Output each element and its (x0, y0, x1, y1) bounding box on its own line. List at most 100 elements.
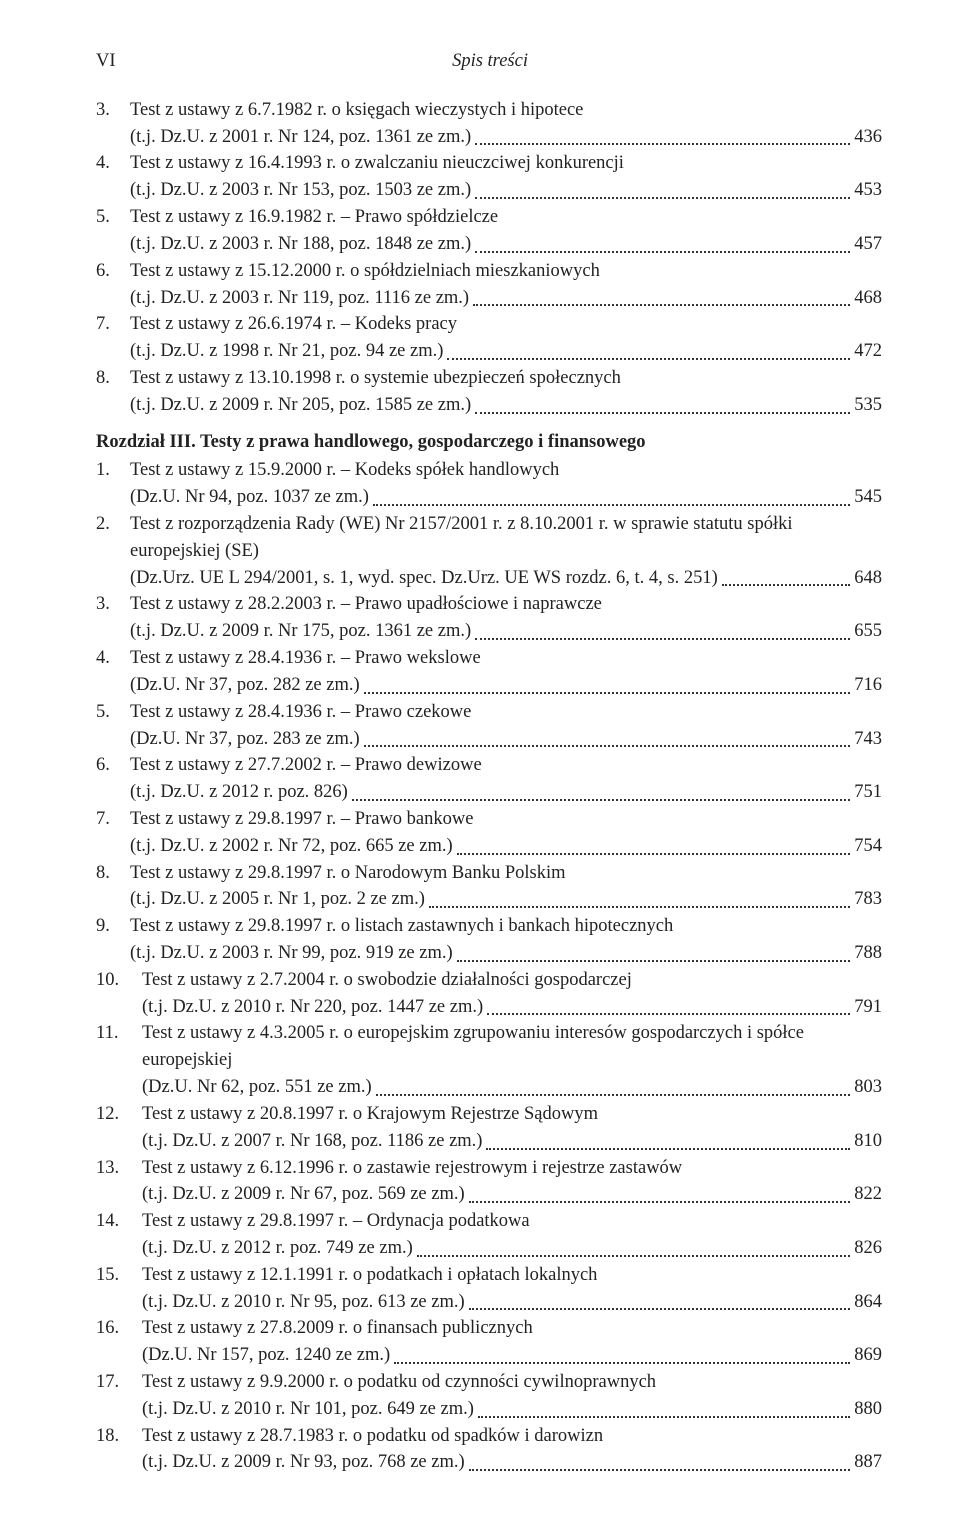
leader-dots (457, 836, 851, 855)
entry-page: 648 (854, 565, 882, 592)
entry-page: 887 (854, 1449, 882, 1476)
toc-entry-continuation: (t.j. Dz.U. z 2003 r. Nr 99, poz. 919 ze… (96, 940, 882, 967)
entry-title: Test z ustawy z 29.8.1997 r. – Ordynacja… (142, 1208, 530, 1235)
toc-entry: 5.Test z ustawy z 28.4.1936 r. – Prawo c… (96, 699, 882, 726)
toc-entry: 13.Test z ustawy z 6.12.1996 r. o zastaw… (96, 1155, 882, 1182)
toc-entry: 6.Test z ustawy z 27.7.2002 r. – Prawo d… (96, 752, 882, 779)
toc-entry-continuation: (t.j. Dz.U. z 2009 r. Nr 67, poz. 569 ze… (96, 1181, 882, 1208)
entry-citation: (t.j. Dz.U. z 2001 r. Nr 124, poz. 1361 … (130, 124, 471, 151)
toc-entry: 12.Test z ustawy z 20.8.1997 r. o Krajow… (96, 1101, 882, 1128)
leader-dots (417, 1238, 851, 1257)
leader-dots (376, 1077, 851, 1096)
entry-page: 545 (854, 484, 882, 511)
entry-title: Test z ustawy z 28.2.2003 r. – Prawo upa… (130, 591, 602, 618)
entry-title: Test z ustawy z 28.7.1983 r. o podatku o… (142, 1423, 603, 1450)
entry-page: 822 (854, 1181, 882, 1208)
leader-dots (475, 395, 850, 414)
entry-citation: (t.j. Dz.U. z 2009 r. Nr 205, poz. 1585 … (130, 392, 471, 419)
toc-entry-continuation: (Dz.U. Nr 37, poz. 282 ze zm.)716 (96, 672, 882, 699)
leader-dots (722, 568, 850, 587)
entry-number: 4. (96, 150, 130, 177)
toc-entry: 2.Test z rozporządzenia Rady (WE) Nr 215… (96, 511, 882, 538)
leader-dots (457, 943, 851, 962)
entry-number: 15. (96, 1262, 142, 1289)
entry-page: 453 (854, 177, 882, 204)
entry-title: Test z ustawy z 26.6.1974 r. – Kodeks pr… (130, 311, 457, 338)
entry-citation: (Dz.U. Nr 157, poz. 1240 ze zm.) (142, 1342, 390, 1369)
toc-entry: 3.Test z ustawy z 6.7.1982 r. o księgach… (96, 97, 882, 124)
entry-title: Test z ustawy z 6.12.1996 r. o zastawie … (142, 1155, 682, 1182)
entry-citation: (t.j. Dz.U. z 2009 r. Nr 175, poz. 1361 … (130, 618, 471, 645)
leader-dots (473, 288, 850, 307)
toc-entry-continuation: (t.j. Dz.U. z 2003 r. Nr 153, poz. 1503 … (96, 177, 882, 204)
entry-page: 468 (854, 285, 882, 312)
leader-dots (478, 1399, 850, 1418)
leader-dots (486, 1131, 850, 1150)
entry-citation: (t.j. Dz.U. z 2003 r. Nr 119, poz. 1116 … (130, 285, 469, 312)
toc-entry: 18.Test z ustawy z 28.7.1983 r. o podatk… (96, 1423, 882, 1450)
toc-entry-continuation: (t.j. Dz.U. z 2009 r. Nr 93, poz. 768 ze… (96, 1449, 882, 1476)
entry-page: 457 (854, 231, 882, 258)
toc-entry-continuation: (t.j. Dz.U. z 2010 r. Nr 101, poz. 649 z… (96, 1396, 882, 1423)
entry-number: 16. (96, 1315, 142, 1342)
leader-dots (364, 729, 851, 748)
entry-citation: (Dz.U. Nr 94, poz. 1037 ze zm.) (130, 484, 369, 511)
entry-number: 4. (96, 645, 130, 672)
toc-entry-continuation: (t.j. Dz.U. z 2003 r. Nr 119, poz. 1116 … (96, 285, 882, 312)
entry-citation: (t.j. Dz.U. z 2003 r. Nr 153, poz. 1503 … (130, 177, 471, 204)
entry-citation: (Dz.U. Nr 37, poz. 282 ze zm.) (130, 672, 360, 699)
page-header: VI Spis treści VI (96, 48, 882, 75)
leader-dots (429, 890, 850, 909)
entry-title: Test z ustawy z 15.12.2000 r. o spółdzie… (130, 258, 600, 285)
entry-page: 472 (854, 338, 882, 365)
entry-title: Test z rozporządzenia Rady (WE) Nr 2157/… (130, 511, 793, 538)
entry-number: 12. (96, 1101, 142, 1128)
entry-title: Test z ustawy z 16.4.1993 r. o zwalczani… (130, 150, 624, 177)
entry-page: 743 (854, 726, 882, 753)
entry-number: 5. (96, 699, 130, 726)
entry-title: Test z ustawy z 29.8.1997 r. – Prawo ban… (130, 806, 473, 833)
leader-dots (469, 1184, 851, 1203)
entry-title: Test z ustawy z 6.7.1982 r. o księgach w… (130, 97, 583, 124)
entry-number: 13. (96, 1155, 142, 1182)
entry-title: Test z ustawy z 29.8.1997 r. o Narodowym… (130, 860, 565, 887)
leader-dots (469, 1453, 851, 1472)
entry-citation: (Dz.U. Nr 37, poz. 283 ze zm.) (130, 726, 360, 753)
entry-citation: (Dz.U. Nr 62, poz. 551 ze zm.) (142, 1074, 372, 1101)
entry-title: Test z ustawy z 13.10.1998 r. o systemie… (130, 365, 621, 392)
entry-title: Test z ustawy z 2.7.2004 r. o swobodzie … (142, 967, 632, 994)
toc-entry: 8.Test z ustawy z 13.10.1998 r. o system… (96, 365, 882, 392)
entry-citation: (t.j. Dz.U. z 2007 r. Nr 168, poz. 1186 … (142, 1128, 482, 1155)
entry-citation: europejskiej (SE) (130, 538, 259, 565)
toc-entry-continuation: (t.j. Dz.U. z 2003 r. Nr 188, poz. 1848 … (96, 231, 882, 258)
toc-entry: 4.Test z ustawy z 28.4.1936 r. – Prawo w… (96, 645, 882, 672)
entry-citation: (t.j. Dz.U. z 2003 r. Nr 99, poz. 919 ze… (130, 940, 453, 967)
entry-number: 7. (96, 311, 130, 338)
toc-entry: 4.Test z ustawy z 16.4.1993 r. o zwalcza… (96, 150, 882, 177)
toc-entry-continuation: (t.j. Dz.U. z 2009 r. Nr 205, poz. 1585 … (96, 392, 882, 419)
toc-entry: 1.Test z ustawy z 15.9.2000 r. – Kodeks … (96, 457, 882, 484)
entry-page: 864 (854, 1289, 882, 1316)
entry-number: 1. (96, 457, 130, 484)
leader-dots (475, 621, 850, 640)
entry-page: 655 (854, 618, 882, 645)
toc-entry: 9.Test z ustawy z 29.8.1997 r. o listach… (96, 913, 882, 940)
entry-page: 535 (854, 392, 882, 419)
entry-title: Test z ustawy z 15.9.2000 r. – Kodeks sp… (130, 457, 559, 484)
entry-citation: europejskiej (142, 1047, 232, 1074)
leader-dots (475, 180, 850, 199)
toc-entry-continuation: (t.j. Dz.U. z 2002 r. Nr 72, poz. 665 ze… (96, 833, 882, 860)
entry-number: 8. (96, 860, 130, 887)
entry-title: Test z ustawy z 28.4.1936 r. – Prawo wek… (130, 645, 481, 672)
entry-citation: (t.j. Dz.U. z 2009 r. Nr 93, poz. 768 ze… (142, 1449, 465, 1476)
entry-title: Test z ustawy z 9.9.2000 r. o podatku od… (142, 1369, 656, 1396)
entry-page: 880 (854, 1396, 882, 1423)
entry-number: 3. (96, 97, 130, 124)
entry-number: 2. (96, 511, 130, 538)
leader-dots (475, 127, 850, 146)
toc-entry: 8.Test z ustawy z 29.8.1997 r. o Narodow… (96, 860, 882, 887)
toc-entry: 11.Test z ustawy z 4.3.2005 r. o europej… (96, 1020, 882, 1047)
toc-entry-continuation: (Dz.U. Nr 157, poz. 1240 ze zm.)869 (96, 1342, 882, 1369)
toc-entry-continuation: (t.j. Dz.U. z 1998 r. Nr 21, poz. 94 ze … (96, 338, 882, 365)
entry-citation: (t.j. Dz.U. z 2005 r. Nr 1, poz. 2 ze zm… (130, 886, 425, 913)
